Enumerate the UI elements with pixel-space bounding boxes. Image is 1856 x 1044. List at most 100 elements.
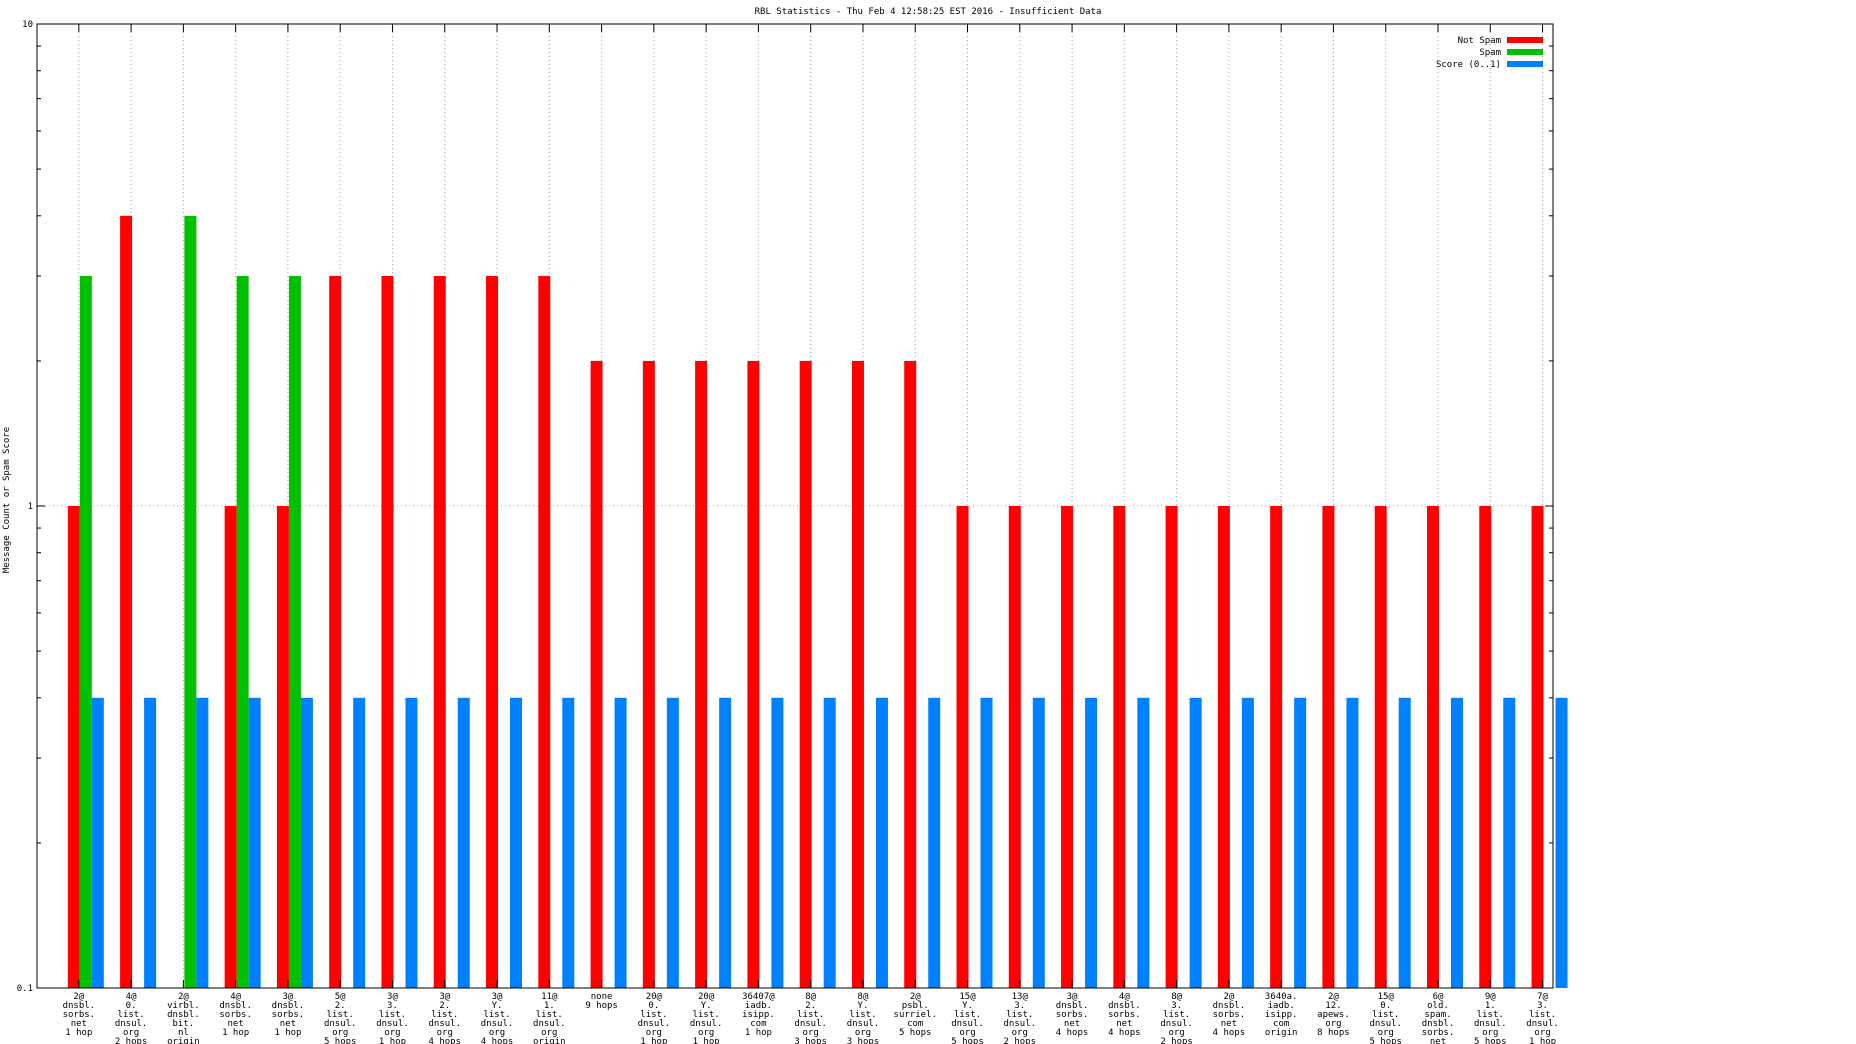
- x-tick-label-line: dnsul.: [794, 1019, 827, 1029]
- x-tick-label-line: sorbs.: [1108, 1010, 1141, 1020]
- x-tick-label-line: 2@: [178, 992, 189, 1002]
- x-tick-label-line: 2@: [1328, 992, 1339, 1002]
- x-tick-label: 3@ 2. list. dnsul. org 4 hops: [428, 992, 461, 1044]
- x-tick-label: 4@ 0. list. dnsul. org 2 hops: [115, 992, 148, 1044]
- x-tick-label-line: 12.: [1325, 1001, 1341, 1011]
- x-tick-label-line: 5 hops: [324, 1037, 357, 1044]
- x-tick-label-line: 4 hops: [1213, 1028, 1246, 1038]
- x-tick-label-line: spam.: [1424, 1010, 1451, 1020]
- x-tick-label: 3640a. iadb. isipp. com origin: [1265, 992, 1298, 1038]
- x-tick-label-line: 5 hops: [951, 1037, 984, 1044]
- x-tick-label-line: org: [698, 1028, 714, 1038]
- x-tick-label-line: 2 hops: [115, 1037, 148, 1044]
- x-tick-label-line: list.: [1163, 1010, 1190, 1020]
- x-tick-label-line: dnsbl.: [1213, 1001, 1246, 1011]
- x-tick-label-line: 5 hops: [1474, 1037, 1507, 1044]
- bar-score: [353, 697, 366, 988]
- bar-score: [300, 697, 313, 988]
- bar-score: [91, 697, 104, 988]
- bar-not-spam: [224, 506, 237, 988]
- x-tick-label-line: dnsul.: [533, 1019, 566, 1029]
- bar-score: [1085, 697, 1098, 988]
- x-tick-label-line: sorbs.: [1213, 1010, 1246, 1020]
- x-tick-label-line: dnsbl.: [272, 1001, 305, 1011]
- bar-not-spam: [799, 360, 812, 988]
- x-tick-label-line: org: [437, 1028, 453, 1038]
- x-tick-label-line: origin: [533, 1037, 566, 1044]
- x-tick-label-line: Y.: [962, 1001, 973, 1011]
- x-tick-label-line: bit.: [173, 1019, 195, 1029]
- x-tick-label-line: 20@: [698, 992, 715, 1002]
- x-tick-label-line: list.: [536, 1010, 563, 1020]
- x-tick-label-line: list.: [693, 1010, 720, 1020]
- x-tick-label-line: 36407@: [742, 992, 775, 1002]
- bar-not-spam: [1217, 506, 1230, 988]
- x-tick-label-line: 0.: [1380, 1001, 1391, 1011]
- bar-not-spam: [1113, 506, 1126, 988]
- x-tick-label: 2@ virbl. dnsbl. bit. nl origin: [167, 992, 200, 1044]
- x-tick-label-line: net: [280, 1019, 296, 1029]
- x-tick-label-line: 3@: [387, 992, 398, 1002]
- x-tick-label-line: list.: [1477, 1010, 1504, 1020]
- x-tick-label-line: sorbs.: [219, 1010, 252, 1020]
- bar-spam: [79, 276, 92, 988]
- bar-not-spam: [642, 360, 655, 988]
- x-tick-label-line: dnsul.: [638, 1019, 671, 1029]
- x-tick-label-line: net: [1064, 1019, 1080, 1029]
- x-tick-label: 2@ psbl. surriel. com 5 hops: [894, 992, 937, 1038]
- bar-score: [1555, 697, 1568, 988]
- x-tick-label-line: com: [1273, 1019, 1289, 1029]
- x-tick-label-line: 3@: [439, 992, 450, 1002]
- x-tick-label-line: 4 hops: [1056, 1028, 1089, 1038]
- x-tick-label: 8@ 3. list. dnsul. org 2 hops: [1160, 992, 1193, 1044]
- x-tick-label-line: dnsul.: [115, 1019, 148, 1029]
- bar-score: [666, 697, 679, 988]
- bar-score: [980, 697, 993, 988]
- bar-not-spam: [1479, 506, 1492, 988]
- bar-not-spam: [486, 276, 499, 988]
- x-tick-label-line: 1 hop: [640, 1037, 667, 1044]
- legend-label: Spam: [1479, 48, 1501, 58]
- bar-score: [1241, 697, 1254, 988]
- x-tick-label-line: 3 hops: [794, 1037, 827, 1044]
- bar-score: [1398, 697, 1411, 988]
- x-tick-label-line: virbl.: [167, 1001, 200, 1011]
- y-tick-label: 10: [22, 20, 33, 30]
- x-tick-label-line: old.: [1427, 1001, 1449, 1011]
- x-tick-label-line: none: [591, 992, 613, 1002]
- x-tick-label-line: list.: [379, 1010, 406, 1020]
- x-tick-label-line: 5 hops: [1369, 1037, 1402, 1044]
- x-tick-label-line: dnsbl.: [1422, 1019, 1455, 1029]
- x-tick-label-line: 2 hops: [1004, 1037, 1037, 1044]
- x-tick-label-line: org: [1012, 1028, 1028, 1038]
- bar-score: [614, 697, 627, 988]
- bar-not-spam: [1061, 506, 1074, 988]
- x-tick-label: 36407@ iadb. isipp. com 1 hop: [742, 992, 775, 1038]
- x-tick-label-line: org: [123, 1028, 139, 1038]
- bar-score: [1189, 697, 1202, 988]
- x-tick-label-line: 2@: [73, 992, 84, 1002]
- x-tick-label-line: 8@: [1171, 992, 1182, 1002]
- x-tick-label-line: 1 hop: [65, 1028, 92, 1038]
- bar-score: [1450, 697, 1463, 988]
- x-tick-label-line: 1 hop: [1529, 1037, 1556, 1044]
- x-tick-label-line: 5 hops: [899, 1028, 932, 1038]
- x-tick-label-line: list.: [954, 1010, 981, 1020]
- bar-score: [1032, 697, 1045, 988]
- x-tick-label-line: 4@: [126, 992, 137, 1002]
- x-tick-label-line: origin: [167, 1037, 200, 1044]
- x-tick-label-line: 1 hop: [693, 1037, 720, 1044]
- x-tick-label: 20@ Y. list. dnsul. org 1 hop: [690, 992, 723, 1044]
- legend-label: Score (0..1): [1436, 60, 1501, 70]
- x-tick-label-line: 4 hops: [1108, 1028, 1141, 1038]
- x-tick-label-line: iadb.: [745, 1001, 772, 1011]
- bar-score: [823, 697, 836, 988]
- x-tick-label-line: 5@: [335, 992, 346, 1002]
- bar-not-spam: [538, 276, 551, 988]
- x-tick-label-line: net: [1221, 1019, 1237, 1029]
- x-tick-label-line: 15@: [1378, 992, 1395, 1002]
- x-tick-label-line: org: [855, 1028, 871, 1038]
- x-tick-label: none 9 hops: [585, 992, 618, 1011]
- x-tick-label-line: com: [907, 1019, 923, 1029]
